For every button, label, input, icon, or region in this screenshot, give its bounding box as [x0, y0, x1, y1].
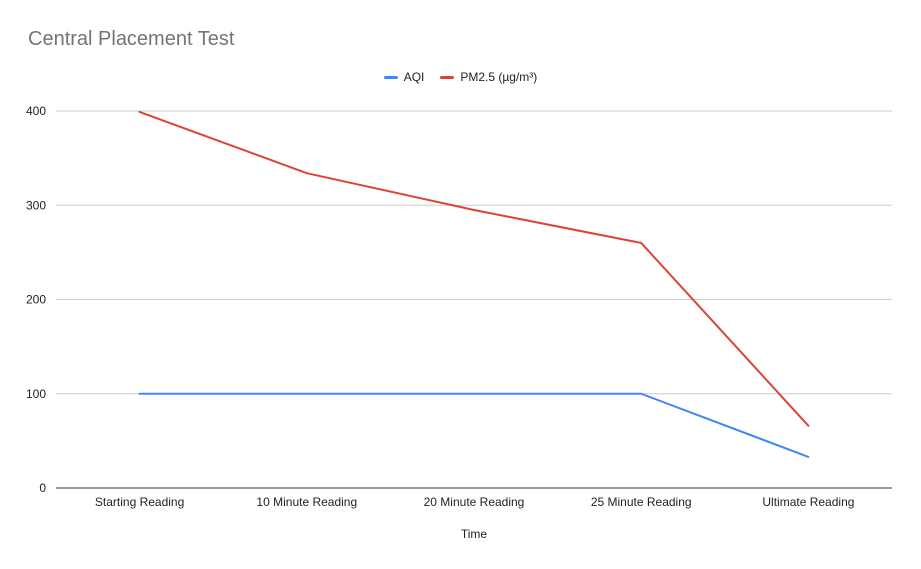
x-tick-label: 25 Minute Reading [591, 495, 692, 509]
data-point[interactable] [805, 454, 811, 460]
data-point[interactable] [137, 109, 143, 115]
data-point[interactable] [137, 391, 143, 397]
data-point[interactable] [471, 207, 477, 213]
data-point[interactable] [304, 170, 310, 176]
y-tick-label: 200 [26, 293, 46, 307]
data-point[interactable] [638, 240, 644, 246]
series-lines [137, 109, 811, 460]
y-tick-label: 100 [26, 387, 46, 401]
data-point[interactable] [805, 423, 811, 429]
data-point[interactable] [471, 391, 477, 397]
y-axis-ticks: 0 100 200 300 400 [26, 104, 46, 495]
legend-item-aqi[interactable]: AQI [383, 70, 425, 84]
y-tick-label: 400 [26, 104, 46, 118]
legend-label-aqi: AQI [403, 70, 425, 84]
data-point[interactable] [638, 391, 644, 397]
x-tick-label: Starting Reading [95, 495, 184, 509]
data-point[interactable] [304, 391, 310, 397]
gridlines [56, 110, 892, 489]
x-axis-title: Time [461, 527, 488, 541]
legend-item-pm25[interactable]: PM2.5 (µg/m³) [440, 70, 537, 84]
legend-label-pm25: PM2.5 (µg/m³) [460, 70, 538, 84]
series-line-pm25[interactable] [138, 110, 810, 427]
chart-title: Central Placement Test [28, 28, 235, 50]
y-tick-label: 0 [39, 481, 46, 495]
x-tick-label: 10 Minute Reading [256, 495, 357, 509]
x-tick-label: Ultimate Reading [762, 495, 854, 509]
legend-swatch-aqi [383, 75, 398, 79]
series-line-aqi[interactable] [138, 392, 810, 458]
legend-swatch-pm25 [440, 75, 455, 79]
x-axis-ticks: Starting Reading 10 Minute Reading 20 Minu… [95, 495, 855, 509]
y-tick-label: 300 [26, 198, 46, 212]
x-tick-label: 20 Minute Reading [424, 495, 525, 509]
chart-legend: AQI PM2.5 (µg/m³) [0, 70, 921, 84]
